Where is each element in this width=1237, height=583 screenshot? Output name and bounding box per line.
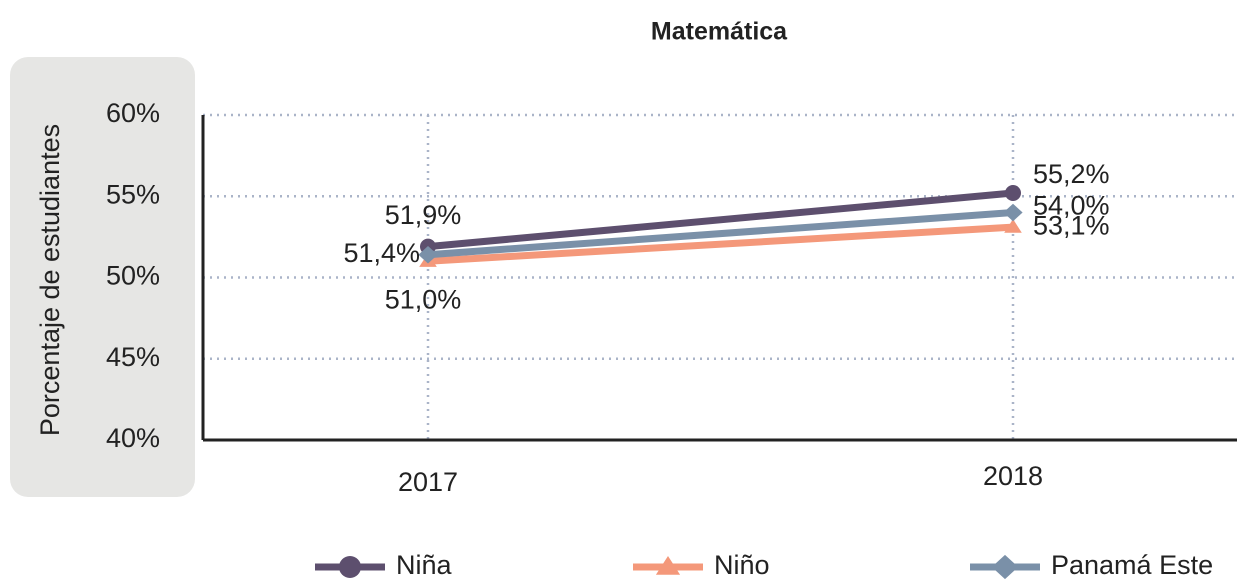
chart-title: Matemática <box>651 18 788 46</box>
series-line <box>427 223 1014 265</box>
y-tick-label: 40% <box>106 423 160 453</box>
y-tick-label: 45% <box>106 342 160 372</box>
value-label: 51,4% <box>343 238 420 268</box>
marker <box>418 245 438 264</box>
series-line <box>427 209 1014 259</box>
legend-label: Panamá Este <box>1051 550 1213 580</box>
value-label: 51,9% <box>385 200 462 230</box>
legend-label: Niño <box>714 550 770 580</box>
y-label-box <box>10 57 195 497</box>
value-label: 55,2% <box>1033 159 1110 189</box>
x-tick-label: 2018 <box>983 461 1043 491</box>
value-label: 51,0% <box>385 284 462 314</box>
marker <box>339 556 361 578</box>
marker <box>1004 219 1022 233</box>
y-tick-label: 50% <box>106 261 160 291</box>
marker <box>991 554 1019 580</box>
marker <box>1005 185 1021 201</box>
marker <box>1003 203 1023 222</box>
y-tick-label: 55% <box>106 179 160 209</box>
x-tick-label: 2017 <box>398 467 458 497</box>
legend-label: Niña <box>396 550 453 580</box>
value-label: 53,1% <box>1033 210 1110 240</box>
y-axis-label: Porcentaje de estudiantes <box>35 124 65 436</box>
value-label: 54,0% <box>1033 191 1110 221</box>
marker <box>655 556 681 575</box>
y-tick-label: 60% <box>106 98 160 128</box>
series-line <box>427 189 1014 251</box>
